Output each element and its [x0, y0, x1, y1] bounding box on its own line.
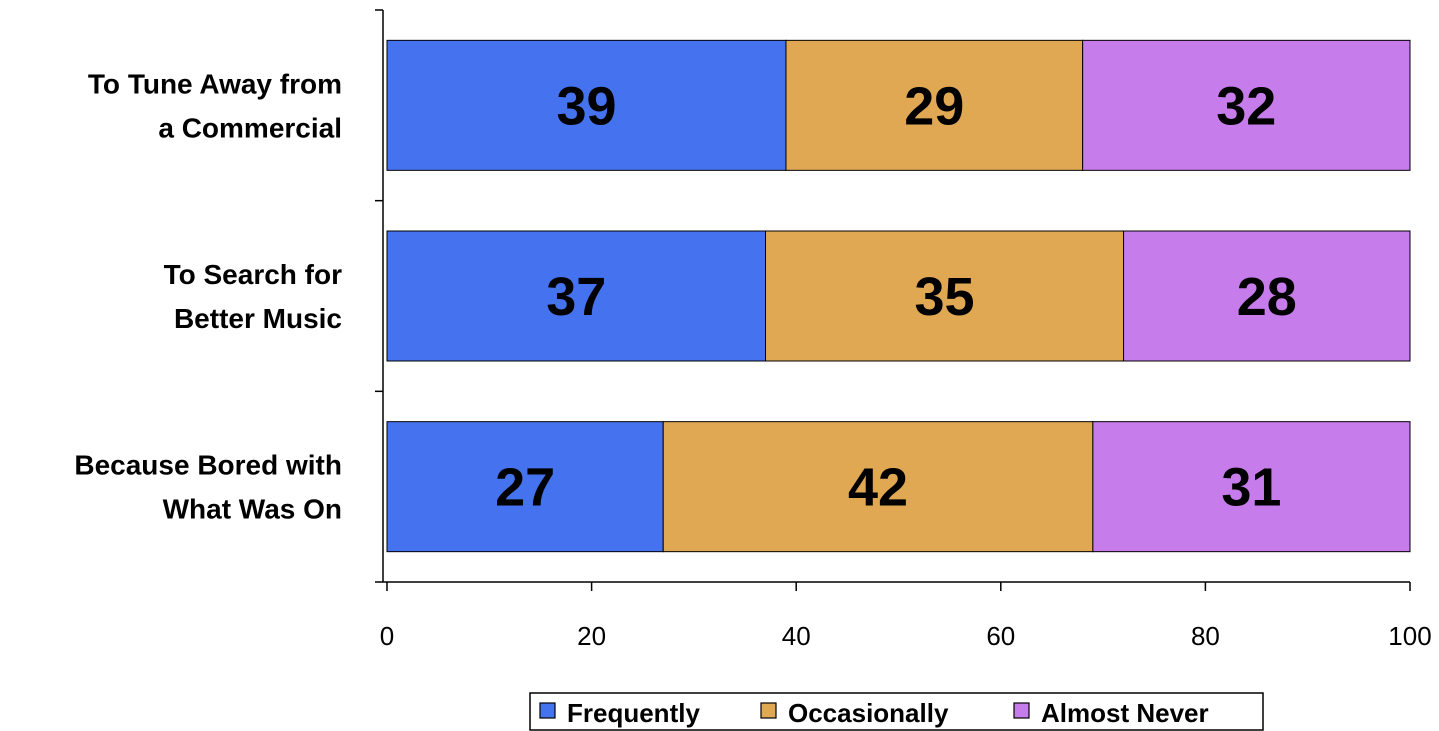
- x-tick-label: 20: [577, 621, 606, 651]
- x-tick-label: 80: [1191, 621, 1220, 651]
- category-label: To Tune Away from: [88, 68, 342, 99]
- bars-layer: 39 29 32 37 35 28 27 42 31: [386, 39, 1411, 553]
- data-label: 32: [1216, 76, 1276, 136]
- legend-swatch: [760, 702, 777, 719]
- data-label: 42: [848, 458, 908, 518]
- x-tick-label: 0: [380, 621, 394, 651]
- bar-segment: [386, 39, 787, 171]
- bar-segment: [1082, 39, 1411, 171]
- data-label: 31: [1221, 458, 1281, 518]
- x-tick-label: 40: [782, 621, 811, 651]
- legend-box: [529, 692, 1264, 731]
- category-label: Because Bored with: [74, 450, 342, 481]
- legend-entry: Occasionally: [788, 698, 949, 728]
- category-label: Better Music: [174, 303, 342, 334]
- data-label: 37: [546, 267, 606, 327]
- data-label: 27: [495, 458, 555, 518]
- legend: Frequently Occasionally Almost Never: [529, 692, 1264, 731]
- bar-segment: [662, 421, 1094, 553]
- bar-segment: [785, 39, 1084, 171]
- legend-swatch: [539, 702, 556, 719]
- category-label: To Search for: [164, 259, 343, 290]
- category-labels: To Tune Away from a Commercial To Search f…: [74, 68, 342, 524]
- data-label: 28: [1237, 267, 1297, 327]
- legend-entry: Frequently: [567, 698, 700, 728]
- legend-entry: Almost Never: [1041, 698, 1209, 728]
- legend-swatch: [1013, 702, 1030, 719]
- data-label: 29: [904, 76, 964, 136]
- axes: 0 20 40 60 80 100: [375, 9, 1432, 651]
- category-label: a Commercial: [158, 112, 342, 143]
- x-tick-label: 100: [1388, 621, 1431, 651]
- x-tick-label: 60: [986, 621, 1015, 651]
- data-label: 35: [914, 267, 974, 327]
- data-label: 39: [556, 76, 616, 136]
- bar-segment: [386, 230, 767, 362]
- bar-segment: [386, 421, 664, 553]
- bar-segment: [1092, 421, 1411, 553]
- bar-segment: [1123, 230, 1411, 362]
- bar-segment: [765, 230, 1125, 362]
- category-label: What Was On: [163, 494, 342, 525]
